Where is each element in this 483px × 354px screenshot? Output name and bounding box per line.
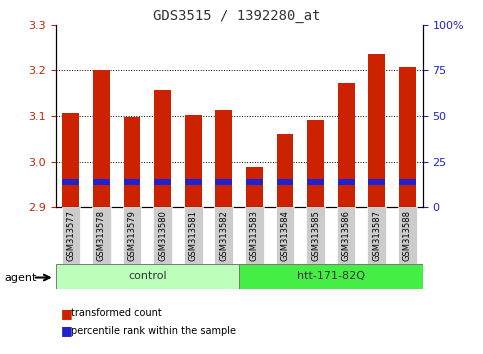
Bar [239, 264, 423, 289]
Bar [185, 179, 201, 185]
Bar [307, 179, 324, 185]
Text: GSM313586: GSM313586 [341, 210, 351, 261]
Bar [185, 115, 201, 207]
Text: agent: agent [5, 273, 37, 283]
Bar [184, 207, 202, 264]
Bar [398, 207, 417, 264]
Text: GSM313581: GSM313581 [189, 210, 198, 261]
Bar [338, 179, 355, 185]
Text: GSM313577: GSM313577 [66, 210, 75, 261]
Bar [399, 179, 416, 185]
Bar [215, 110, 232, 207]
Bar [93, 70, 110, 207]
Text: GSM313578: GSM313578 [97, 210, 106, 261]
Text: htt-171-82Q: htt-171-82Q [297, 271, 365, 281]
Text: GSM313585: GSM313585 [311, 210, 320, 261]
Text: GSM313587: GSM313587 [372, 210, 381, 261]
Bar [123, 207, 142, 264]
Bar [277, 179, 293, 185]
Bar [62, 179, 79, 185]
Bar [277, 134, 293, 207]
Text: control: control [128, 271, 167, 281]
Bar [124, 117, 141, 207]
Bar [56, 264, 239, 289]
Bar [399, 67, 416, 207]
Text: GDS3515 / 1392280_at: GDS3515 / 1392280_at [153, 9, 320, 23]
Bar [93, 179, 110, 185]
Bar [368, 207, 386, 264]
Text: ■: ■ [60, 325, 72, 337]
Bar [369, 55, 385, 207]
Text: transformed count: transformed count [71, 308, 162, 318]
Bar [154, 90, 171, 207]
Text: GSM313583: GSM313583 [250, 210, 259, 261]
Text: GSM313579: GSM313579 [128, 210, 137, 261]
Text: GSM313582: GSM313582 [219, 210, 228, 261]
Bar [246, 167, 263, 207]
Bar [306, 207, 325, 264]
Bar [215, 179, 232, 185]
Bar [276, 207, 294, 264]
Bar [214, 207, 233, 264]
Text: GSM313580: GSM313580 [158, 210, 167, 261]
Bar [307, 120, 324, 207]
Bar [62, 113, 79, 207]
Bar [337, 207, 355, 264]
Bar [338, 83, 355, 207]
Bar [61, 207, 80, 264]
Bar [153, 207, 172, 264]
Bar [124, 179, 141, 185]
Text: percentile rank within the sample: percentile rank within the sample [71, 326, 237, 336]
Bar [245, 207, 264, 264]
Text: ■: ■ [60, 307, 72, 320]
Bar [92, 207, 111, 264]
Text: GSM313588: GSM313588 [403, 210, 412, 261]
Bar [246, 179, 263, 185]
Bar [154, 179, 171, 185]
Text: GSM313584: GSM313584 [281, 210, 289, 261]
Bar [369, 179, 385, 185]
